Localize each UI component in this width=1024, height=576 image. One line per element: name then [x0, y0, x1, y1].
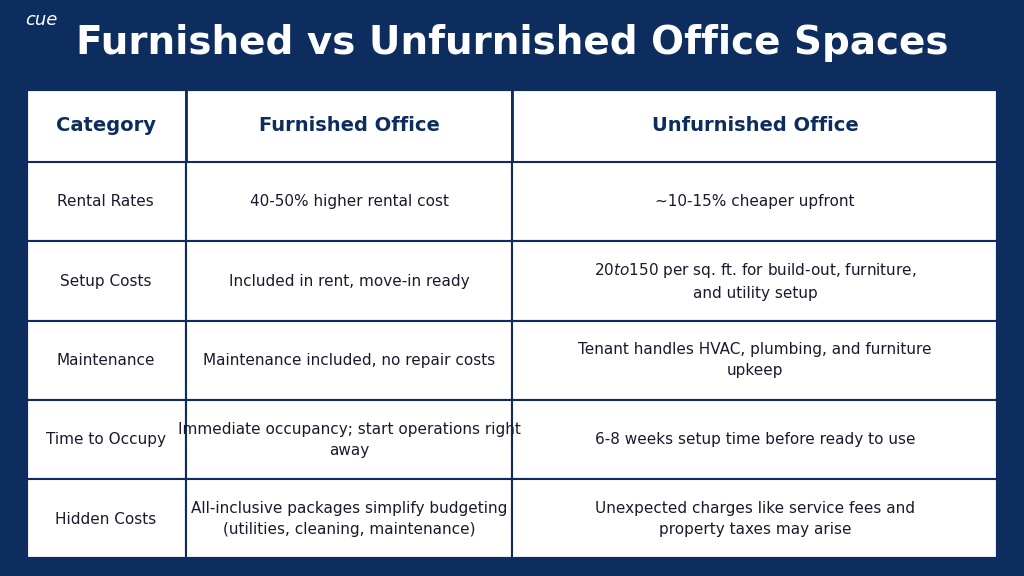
- Bar: [512, 321, 998, 400]
- Text: Category: Category: [56, 116, 156, 135]
- Bar: [512, 162, 998, 241]
- Bar: [186, 479, 512, 559]
- Text: ~10-15% cheaper upfront: ~10-15% cheaper upfront: [655, 194, 855, 209]
- Text: Rental Rates: Rental Rates: [57, 194, 155, 209]
- Text: Furnished Office: Furnished Office: [259, 116, 439, 135]
- Bar: [186, 162, 512, 241]
- Text: Furnished vs Unfurnished Office Spaces: Furnished vs Unfurnished Office Spaces: [76, 24, 948, 62]
- Bar: [26, 400, 186, 479]
- Text: $20 to $150 per sq. ft. for build-out, furniture,
and utility setup: $20 to $150 per sq. ft. for build-out, f…: [594, 261, 916, 301]
- Bar: [512, 400, 998, 479]
- Text: Unfurnished Office: Unfurnished Office: [652, 116, 858, 135]
- Bar: [512, 89, 998, 162]
- Bar: [26, 241, 186, 321]
- Text: Hidden Costs: Hidden Costs: [55, 511, 157, 526]
- Text: Immediate occupancy; start operations right
away: Immediate occupancy; start operations ri…: [177, 422, 520, 458]
- Text: 40-50% higher rental cost: 40-50% higher rental cost: [250, 194, 449, 209]
- Bar: [26, 89, 998, 559]
- Bar: [26, 89, 186, 162]
- Bar: [186, 241, 512, 321]
- Bar: [186, 321, 512, 400]
- Bar: [26, 479, 186, 559]
- Text: Unexpected charges like service fees and
property taxes may arise: Unexpected charges like service fees and…: [595, 501, 915, 537]
- Text: Time to Occupy: Time to Occupy: [46, 432, 166, 447]
- Text: Maintenance included, no repair costs: Maintenance included, no repair costs: [203, 353, 496, 368]
- Text: Maintenance: Maintenance: [56, 353, 155, 368]
- Bar: [186, 400, 512, 479]
- Text: 6-8 weeks setup time before ready to use: 6-8 weeks setup time before ready to use: [595, 432, 915, 447]
- Bar: [26, 162, 186, 241]
- Text: Included in rent, move-in ready: Included in rent, move-in ready: [228, 274, 469, 289]
- Bar: [512, 479, 998, 559]
- Bar: [186, 89, 512, 162]
- Text: All-inclusive packages simplify budgeting
(utilities, cleaning, maintenance): All-inclusive packages simplify budgetin…: [190, 501, 507, 537]
- Bar: [26, 321, 186, 400]
- Text: Setup Costs: Setup Costs: [60, 274, 152, 289]
- Text: cue: cue: [26, 11, 58, 29]
- Bar: [512, 241, 998, 321]
- Text: Tenant handles HVAC, plumbing, and furniture
upkeep: Tenant handles HVAC, plumbing, and furni…: [579, 342, 932, 378]
